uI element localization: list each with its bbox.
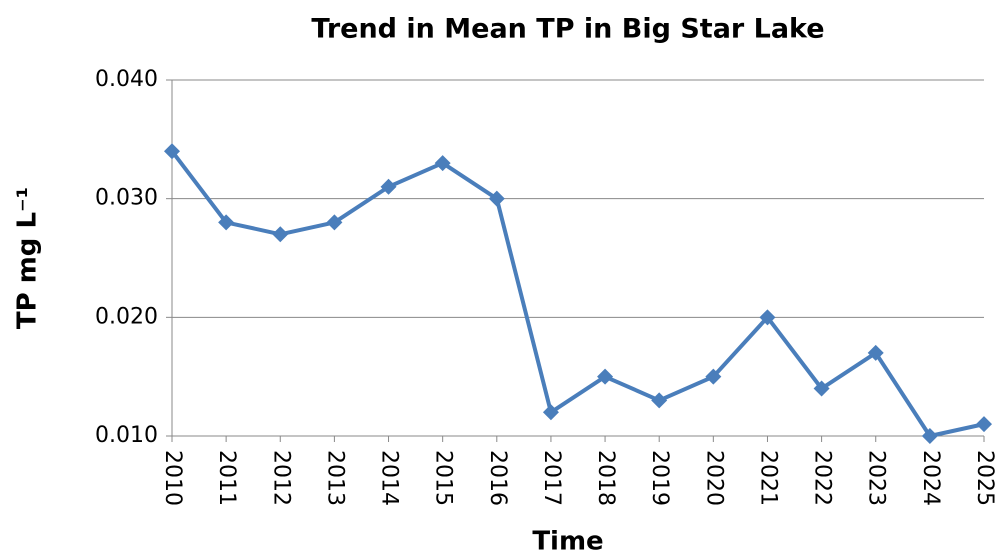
- x-tick-label: 2015: [431, 450, 456, 506]
- x-tick-label: 2022: [810, 450, 835, 506]
- marker: [542, 404, 559, 421]
- line: [170, 149, 985, 438]
- x-tick-label: 2011: [214, 450, 239, 506]
- x-tick-label: 2021: [755, 450, 780, 506]
- x-tick-label: 2017: [539, 450, 564, 506]
- marker: [813, 380, 830, 397]
- marker: [976, 416, 992, 433]
- x-axis-label: Time: [532, 527, 603, 556]
- y-tick-label: 0.010: [95, 423, 158, 448]
- x-tick-label: 2012: [268, 450, 293, 506]
- x-tick-label: 2025: [972, 450, 997, 506]
- x-tick-label: 2010: [160, 450, 185, 506]
- x-tick-label: 2016: [485, 450, 510, 506]
- chart-title: Trend in Mean TP in Big Star Lake: [311, 14, 824, 45]
- marker: [867, 344, 884, 361]
- x-tick-label: 2024: [918, 450, 943, 506]
- marker: [759, 309, 776, 326]
- marker: [597, 368, 614, 385]
- y-tick-label: 0.040: [95, 67, 158, 92]
- marker: [921, 428, 938, 444]
- marker: [380, 178, 397, 195]
- y-tick-label: 0.020: [95, 304, 158, 329]
- x-tick-label: 2019: [647, 450, 672, 506]
- marker: [272, 226, 289, 243]
- x-tick-label: 2023: [864, 450, 889, 506]
- x-tick-label: 2020: [701, 450, 726, 506]
- marker: [218, 214, 235, 231]
- y-tick-label: 0.030: [95, 186, 158, 211]
- marker: [488, 190, 505, 207]
- marker: [326, 214, 343, 231]
- marker: [434, 155, 451, 172]
- x-tick-label: 2018: [593, 450, 618, 506]
- y-axis-label: TP mg L⁻¹: [13, 187, 43, 329]
- x-tick-label: 2013: [322, 450, 347, 506]
- marker: [164, 143, 180, 160]
- marker: [651, 392, 668, 409]
- x-tick-label: 2014: [377, 450, 402, 506]
- marker: [705, 368, 722, 385]
